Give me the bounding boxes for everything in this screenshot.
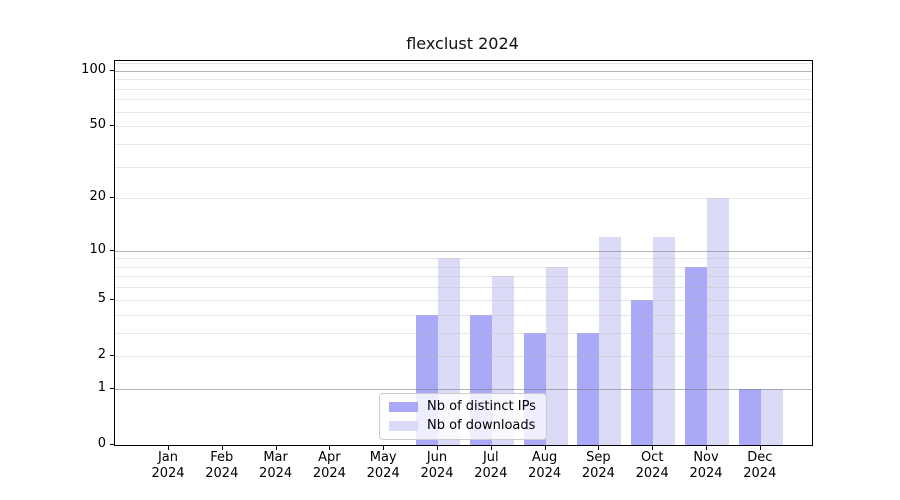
x-tick-year: 2024 [205, 466, 239, 481]
x-tick-year: 2024 [689, 466, 723, 481]
y-tick-label: 100 [81, 61, 106, 77]
x-tick-year: 2024 [635, 466, 669, 481]
x-tick [275, 445, 277, 450]
x-tick-label: Mar 2024 [236, 450, 316, 482]
y-tick [110, 249, 114, 251]
x-tick [706, 445, 707, 450]
legend-label-downloads: Nb of downloads [427, 418, 536, 433]
x-tick [598, 445, 600, 450]
x-tick-month: Aug [531, 450, 558, 465]
x-tick-month: Jan [157, 450, 179, 465]
x-tick-label: Oct 2024 [612, 450, 692, 482]
legend: Nb of distinct IPs Nb of downloads [379, 393, 547, 440]
x-tick-label: Jun 2024 [397, 450, 477, 482]
bar-downloads [545, 266, 568, 445]
chart-title: flexclust 2024 [406, 34, 519, 53]
x-tick-year: 2024 [312, 466, 346, 481]
x-tick [544, 445, 546, 450]
x-tick-month: Mar [263, 450, 288, 465]
bars-layer [115, 61, 812, 445]
legend-swatch-downloads [389, 420, 418, 431]
x-tick [329, 445, 331, 450]
x-tick-month: Nov [693, 450, 719, 465]
bar-distinct-ips [577, 332, 600, 445]
x-tick [168, 445, 169, 450]
x-tick-label: May 2024 [343, 450, 423, 482]
x-tick [759, 445, 761, 450]
x-tick-month: Sep [586, 450, 611, 465]
bar-distinct-ips [631, 299, 654, 445]
x-tick-year: 2024 [259, 466, 293, 481]
plot-area: Nb of distinct IPs Nb of downloads [114, 60, 813, 446]
x-tick-year: 2024 [420, 466, 454, 481]
x-tick-month: Feb [210, 450, 234, 465]
x-tick [221, 445, 223, 450]
legend-item-downloads: Nb of downloads [389, 418, 536, 433]
y-tick [110, 387, 114, 389]
bar-distinct-ips [685, 266, 707, 445]
legend-swatch-distinct-ips [389, 401, 418, 412]
x-tick-label: Jul 2024 [451, 450, 531, 482]
y-tick [110, 125, 114, 127]
x-tick-year: 2024 [474, 466, 508, 481]
legend-item-distinct-ips: Nb of distinct IPs [389, 399, 536, 414]
x-tick-label: Apr 2024 [289, 450, 369, 482]
x-tick-year: 2024 [528, 466, 562, 481]
bar-downloads [760, 388, 783, 445]
y-tick-label: 1 [97, 379, 106, 395]
y-tick-label: 50 [89, 117, 106, 133]
bar-downloads [707, 198, 729, 445]
x-tick-year: 2024 [581, 466, 615, 481]
bar-downloads [599, 237, 622, 445]
x-tick [383, 445, 385, 450]
y-tick [110, 444, 114, 445]
x-tick [652, 445, 654, 450]
legend-label-distinct-ips: Nb of distinct IPs [427, 399, 536, 414]
y-tick [110, 69, 114, 71]
y-tick [110, 298, 114, 300]
x-tick-month: Jul [482, 450, 499, 465]
x-tick [437, 445, 438, 450]
x-tick-label: Nov 2024 [666, 450, 746, 482]
y-tick-label: 5 [97, 290, 106, 306]
y-tick-label: 0 [97, 436, 106, 451]
x-tick-label: Dec 2024 [720, 450, 800, 482]
y-tick-label: 10 [89, 241, 106, 257]
x-tick-year: 2024 [151, 466, 185, 481]
x-tick-month: Dec [747, 450, 773, 465]
x-tick-label: Aug 2024 [505, 450, 585, 482]
x-tick-year: 2024 [743, 466, 777, 481]
bar-downloads [653, 237, 676, 445]
y-tick-label: 20 [89, 189, 106, 205]
x-tick-label: Feb 2024 [182, 450, 262, 482]
x-tick-month: Apr [318, 450, 341, 465]
bar-distinct-ips [738, 388, 761, 445]
y-tick [110, 354, 114, 356]
x-tick-month: Jun [426, 450, 448, 465]
x-tick-year: 2024 [366, 466, 400, 481]
x-tick-month: Oct [640, 450, 664, 465]
y-tick [110, 197, 114, 199]
y-tick-label: 2 [97, 346, 106, 362]
x-tick-label: Jan 2024 [128, 450, 208, 482]
x-tick [490, 445, 492, 450]
x-tick-label: Sep 2024 [558, 450, 638, 482]
x-tick-month: May [369, 450, 397, 465]
